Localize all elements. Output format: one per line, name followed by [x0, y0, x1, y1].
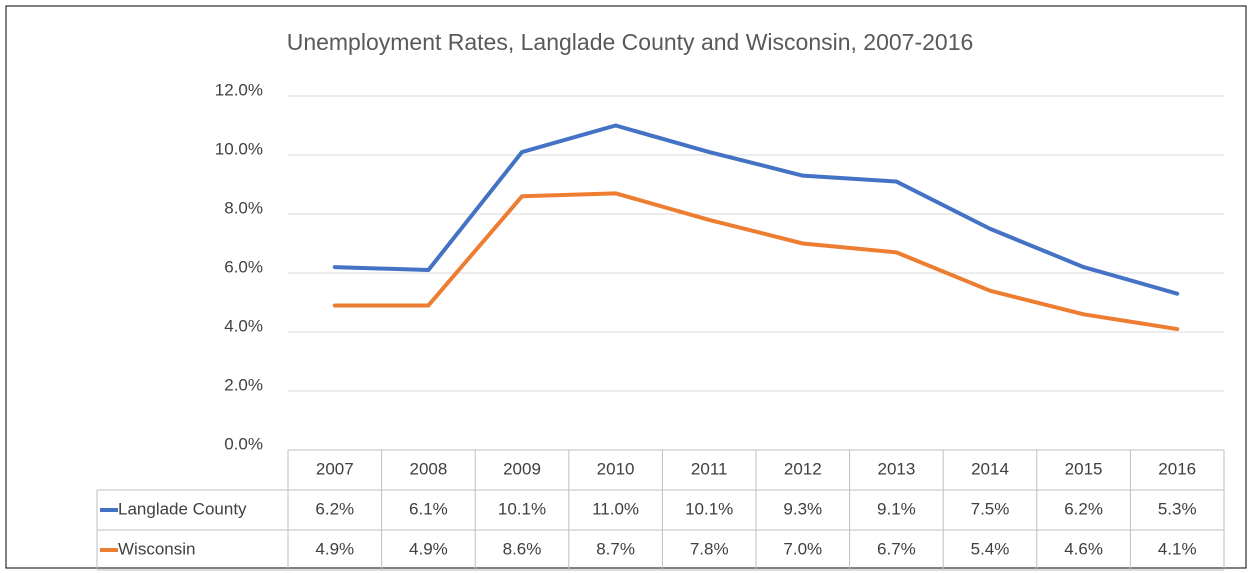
- table-value: 7.8%: [690, 539, 729, 558]
- y-tick-label: 8.0%: [224, 198, 263, 217]
- category-label: 2015: [1065, 459, 1103, 478]
- table-value: 11.0%: [592, 499, 639, 518]
- y-tick-label: 12.0%: [215, 80, 263, 99]
- table-value: 4.9%: [409, 539, 448, 558]
- category-label: 2008: [409, 459, 447, 478]
- series-line: [332, 123, 1180, 296]
- table-value: 4.1%: [1158, 539, 1197, 558]
- table-value: 9.1%: [877, 499, 916, 518]
- table-value: 9.3%: [783, 499, 822, 518]
- table-value: 10.1%: [498, 499, 546, 518]
- category-label: 2013: [877, 459, 915, 478]
- table-value: 4.6%: [1064, 539, 1103, 558]
- category-label: 2010: [597, 459, 635, 478]
- y-tick-label: 0.0%: [224, 434, 263, 453]
- table-value: 8.6%: [503, 539, 542, 558]
- y-tick-label: 10.0%: [215, 139, 263, 158]
- table-value: 7.5%: [971, 499, 1010, 518]
- category-label: 2011: [691, 459, 728, 478]
- category-label: 2016: [1158, 459, 1196, 478]
- category-label: 2012: [784, 459, 822, 478]
- y-tick-label: 2.0%: [224, 375, 263, 394]
- table-value: 10.1%: [685, 499, 733, 518]
- chart-title: Unemployment Rates, Langlade County and …: [287, 29, 974, 55]
- legend-label: Langlade County: [118, 499, 247, 518]
- table-value: 4.9%: [315, 539, 354, 558]
- table-value: 6.1%: [409, 499, 448, 518]
- table-value: 8.7%: [596, 539, 635, 558]
- category-label: 2007: [316, 459, 354, 478]
- table-value: 6.2%: [315, 499, 354, 518]
- category-label: 2009: [503, 459, 541, 478]
- chart-frame: [5, 5, 1247, 569]
- legend-label: Wisconsin: [118, 539, 195, 558]
- table-value: 5.3%: [1158, 499, 1197, 518]
- table-value: 6.2%: [1064, 499, 1103, 518]
- y-tick-label: 4.0%: [224, 316, 263, 335]
- table-value: 6.7%: [877, 539, 916, 558]
- y-tick-label: 6.0%: [224, 257, 263, 276]
- table-value: 5.4%: [971, 539, 1010, 558]
- table-value: 7.0%: [783, 539, 822, 558]
- series-line: [332, 191, 1180, 332]
- category-label: 2014: [971, 459, 1009, 478]
